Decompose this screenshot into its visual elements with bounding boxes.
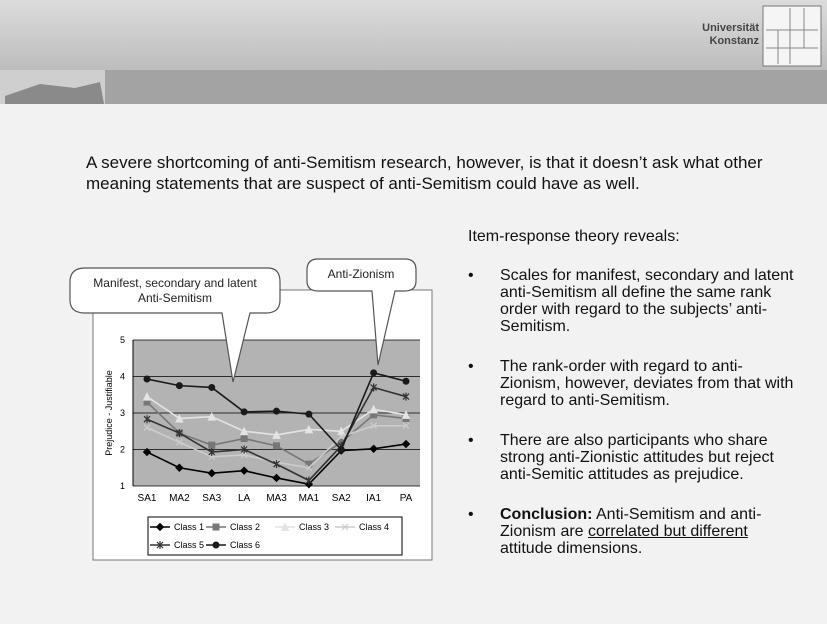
marker (175, 463, 184, 472)
legend-label: Class 4 (359, 522, 389, 532)
marker (273, 460, 280, 469)
marker (143, 424, 151, 432)
marker (143, 415, 151, 424)
text: attitude dimensions. (500, 540, 643, 557)
marker (402, 377, 410, 385)
x-tick-label: MA1 (299, 493, 320, 504)
intro-text: A severe shortcoming of anti-Semitism re… (86, 153, 763, 193)
header-strip (0, 70, 827, 104)
marker (240, 445, 248, 454)
marker (272, 430, 281, 439)
marker (155, 522, 165, 532)
marker (208, 441, 216, 449)
marker (369, 404, 378, 414)
callout-bubble (306, 258, 417, 366)
callout-text: Manifest, secondary and latent (93, 276, 257, 290)
y-axis-label: Prejudice - Justifiable (104, 370, 114, 456)
bullet: There are also participants who share st… (468, 432, 798, 483)
marker (240, 451, 248, 459)
callout-bubble (69, 267, 281, 383)
bullet: Conclusion: Anti-Semitism and anti-Zioni… (468, 506, 798, 557)
bullet: Scales for manifest, secondary and laten… (468, 267, 798, 335)
marker (336, 426, 346, 436)
y-tick-label: 3 (120, 408, 125, 418)
marker (369, 444, 378, 453)
marker (142, 391, 152, 401)
marker (239, 426, 249, 436)
logo-line: Universität (702, 22, 759, 34)
logo-line: Konstanz (709, 35, 760, 47)
marker (401, 439, 411, 449)
x-tick-label: MA3 (266, 493, 287, 504)
y-tick-label: 2 (120, 445, 125, 455)
photo-shape (5, 82, 104, 104)
marker (272, 473, 281, 483)
marker (207, 412, 217, 421)
text: Anti-Semitism and anti-Zionism are (500, 506, 762, 540)
x-tick-label: SA1 (138, 493, 157, 504)
marker (401, 410, 411, 419)
marker (240, 435, 248, 443)
marker (280, 522, 290, 531)
marker (370, 383, 378, 392)
header-band (0, 0, 827, 70)
legend-label: Class 5 (174, 540, 204, 550)
x-tick-label: LA (238, 493, 251, 504)
underline: correlated but different (588, 523, 748, 540)
marker (142, 447, 152, 457)
marker (304, 424, 314, 434)
marker (341, 523, 349, 531)
marker (273, 407, 280, 415)
legend-label: Class 6 (230, 540, 260, 550)
marker (175, 382, 183, 390)
callout-text: Anti-Semitism (138, 291, 212, 305)
marker (175, 438, 183, 446)
legend-label: Class 1 (174, 522, 204, 532)
marker (305, 476, 313, 485)
marker (305, 464, 313, 472)
marker (402, 422, 410, 430)
x-tick-label: MA2 (169, 493, 190, 504)
marker (156, 541, 164, 549)
marker (240, 408, 248, 416)
heading: Item-response theory reveals: (468, 228, 680, 245)
marker (370, 369, 378, 377)
logo-text: Universität Konstanz (702, 22, 759, 48)
marker (273, 442, 280, 450)
right-column: Item-response theory reveals: Scales for… (468, 228, 798, 580)
marker (208, 383, 216, 391)
x-tick-label: SA2 (332, 493, 351, 504)
bullet: The rank-order with regard to anti-Zioni… (468, 358, 798, 409)
x-tick-label: PA (400, 493, 413, 504)
marker (175, 429, 183, 438)
marker (212, 541, 220, 549)
marker (175, 413, 184, 423)
callout-text: Anti-Zionism (328, 267, 395, 281)
marker (143, 375, 151, 383)
logo-emblem (762, 5, 822, 67)
legend-label: Class 3 (299, 522, 329, 532)
x-tick-label: IA1 (366, 493, 381, 504)
y-tick-label: 5 (120, 335, 125, 345)
y-tick-label: 4 (120, 372, 125, 382)
chart: 1 2 3 4 5 Prejudice - Justifiable SA1 MA2 SA3 LA M… (92, 289, 433, 561)
bullet-list: Scales for manifest, secondary and laten… (468, 267, 798, 557)
marker (239, 466, 249, 475)
marker (208, 448, 216, 457)
marker (337, 433, 345, 441)
marker (337, 446, 345, 453)
x-tick-label: SA3 (202, 493, 221, 504)
bold: Conclusion: (500, 506, 593, 523)
legend-label: Class 2 (230, 522, 260, 532)
marker (212, 523, 220, 531)
marker (305, 410, 313, 418)
marker (370, 422, 378, 430)
marker (402, 392, 410, 401)
legend-box (147, 516, 403, 556)
y-tick-label: 1 (120, 481, 125, 491)
marker (207, 469, 216, 478)
logo-lines (766, 8, 818, 64)
